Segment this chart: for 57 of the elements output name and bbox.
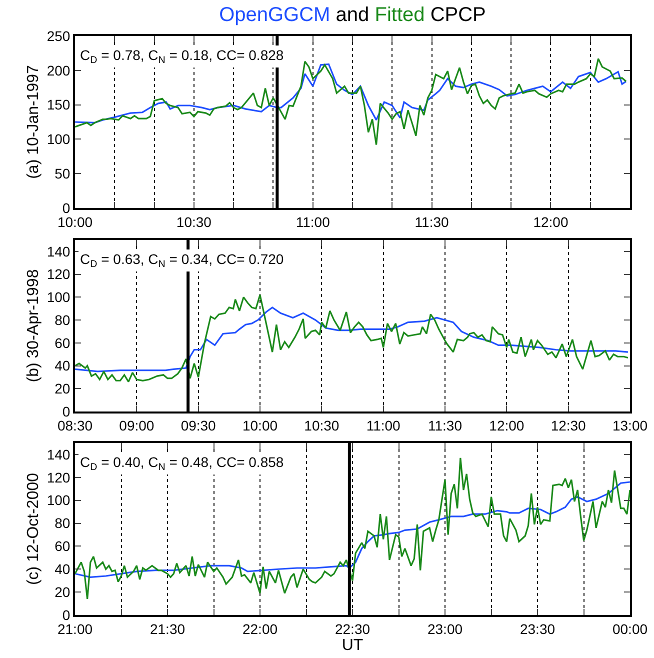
- y-tick-label: 20: [54, 584, 70, 600]
- x-tick-label: 12:30: [550, 417, 586, 434]
- x-tick-label: 10:30: [304, 417, 340, 434]
- y-tick-label: 100: [46, 289, 70, 306]
- y-axis-title: (a) 10-Jan-1997: [25, 64, 42, 179]
- y-tick-label: 120: [46, 266, 70, 282]
- y-tick-label: 20: [54, 380, 70, 397]
- x-tick-label: 10:30: [176, 214, 212, 230]
- x-tick-label: 09:00: [119, 417, 154, 434]
- x-tick-label: 22:30: [334, 620, 370, 637]
- y-tick-label: 200: [46, 62, 70, 78]
- y-tick-label: 100: [46, 492, 70, 508]
- y-tick-label: 40: [54, 561, 70, 578]
- x-tick-label: 21:30: [150, 620, 186, 637]
- x-tick-label: 11:30: [414, 214, 449, 230]
- line-series: [75, 457, 630, 600]
- y-tick-label: 100: [46, 131, 70, 148]
- y-axis-title: (c) 12-Oct-2000: [25, 472, 42, 586]
- x-tick-label: 08:30: [57, 417, 93, 434]
- y-tick-label: 0: [62, 606, 70, 623]
- x-tick-label: 11:00: [296, 214, 330, 230]
- x-tick-label: 10:00: [57, 214, 93, 230]
- line-series: [75, 63, 627, 124]
- annotation: C$_{D}$ = 0.40, C$_{N}$ = 0.48, CC= 0.858: [80, 454, 284, 473]
- y-tick-label: 80: [54, 515, 70, 532]
- annotation: C$_{D}$ = 0.63, C$_{N}$ = 0.34, CC= 0.720: [80, 251, 284, 270]
- x-tick-label: 12:00: [489, 417, 524, 434]
- y-tick-label: 0: [62, 403, 70, 420]
- annotation: C$_{D}$ = 0.78, C$_{N}$ = 0.18, CC= 0.828: [80, 47, 284, 66]
- y-tick-label: 80: [54, 312, 70, 328]
- y-tick-label: 150: [46, 96, 70, 113]
- x-tick-label: 09:30: [180, 417, 216, 434]
- y-tick-label: 0: [62, 200, 70, 216]
- y-tick-label: 250: [46, 28, 70, 44]
- y-tick-label: 40: [54, 358, 70, 374]
- x-tick-label: 23:00: [427, 620, 463, 637]
- y-tick-label: 120: [46, 469, 70, 486]
- y-tick-label: 140: [46, 243, 70, 260]
- line-series: [75, 481, 630, 578]
- y-axis-title: (b) 30-Apr-1998: [25, 269, 42, 382]
- line-series: [75, 294, 629, 383]
- x-axis-title: UT: [342, 636, 364, 654]
- x-tick-label: 11:30: [428, 417, 462, 434]
- x-tick-label: 21:00: [57, 620, 93, 637]
- x-tick-label: 11:00: [366, 417, 401, 434]
- y-tick-label: 60: [54, 334, 70, 351]
- y-tick-label: 50: [54, 166, 70, 182]
- chart-title: OpenGGCM and Fitted CPCP: [219, 4, 486, 26]
- y-tick-label: 60: [54, 538, 70, 554]
- x-tick-label: 23:30: [520, 620, 556, 637]
- x-tick-label: 12:00: [533, 214, 568, 230]
- x-tick-label: 10:00: [242, 417, 278, 434]
- line-series: [75, 306, 629, 372]
- x-tick-label: 13:00: [612, 417, 648, 434]
- x-tick-label: 22:00: [242, 620, 278, 637]
- x-tick-label: 00:00: [612, 620, 648, 637]
- y-tick-label: 140: [46, 446, 70, 462]
